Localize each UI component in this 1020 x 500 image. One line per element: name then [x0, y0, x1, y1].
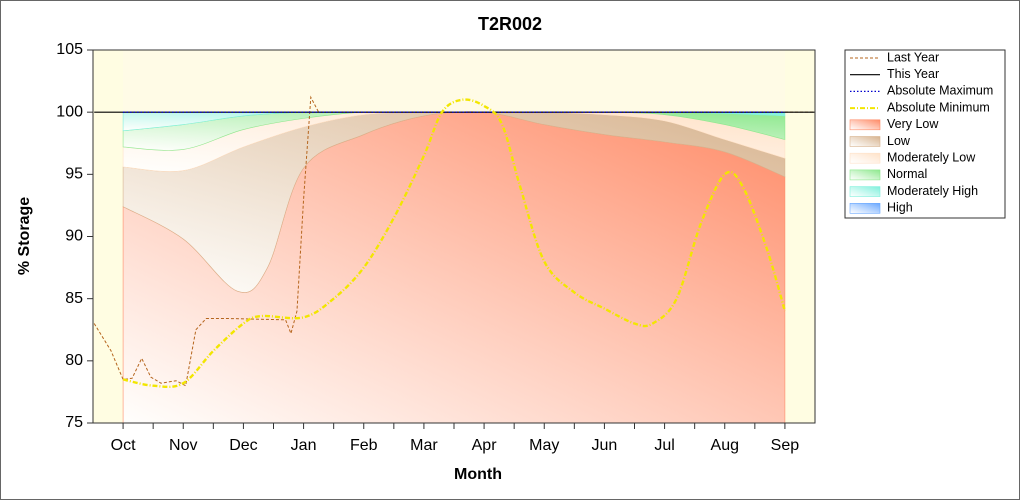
series-line [122, 98, 787, 389]
x-tick-label: Sep [771, 437, 800, 454]
legend-label: High [887, 201, 913, 215]
y-axis-label: % Storage [16, 197, 33, 275]
legend-label: Normal [887, 167, 927, 181]
legend-label: Last Year [887, 50, 939, 64]
legend-symbol [849, 169, 881, 181]
y-tick-label: 100 [56, 103, 83, 120]
x-tick-label: Oct [111, 437, 136, 454]
legend-label: Moderately High [887, 184, 978, 198]
y-tick-label: 80 [65, 352, 83, 369]
legend-label: Very Low [887, 117, 939, 131]
y-tick-label: 105 [56, 41, 83, 58]
y-tick-label: 85 [65, 290, 83, 307]
x-tick-label: Apr [472, 437, 498, 454]
legend-symbol [849, 186, 881, 197]
x-tick-label: Jun [592, 437, 618, 454]
legend-label: Low [887, 134, 911, 148]
legend-symbol [849, 152, 881, 164]
chart-title: T2R002 [478, 14, 542, 34]
legend-symbol [849, 136, 881, 147]
y-tick-label: 90 [65, 228, 83, 245]
plot-edge [784, 50, 815, 423]
x-tick-label: Feb [350, 437, 378, 454]
x-tick-label: May [529, 437, 559, 454]
legend-label: Absolute Minimum [887, 100, 990, 114]
x-tick-label: Nov [169, 437, 197, 454]
x-tick-label: Jan [291, 437, 317, 454]
x-tick-label: Dec [229, 437, 257, 454]
x-axis-label: Month [454, 466, 502, 483]
series-line [93, 95, 815, 387]
y-tick-label: 75 [65, 414, 83, 431]
legend-label: Moderately Low [887, 150, 976, 164]
y-tick-label: 95 [65, 166, 83, 183]
legend-symbol [849, 203, 881, 214]
plot-border [92, 49, 816, 424]
x-tick-label: Aug [711, 437, 739, 454]
plot-area: 75 80 85 90 95 100 105 Oct Nov Dec Jan Feb Mar Apr May… [56, 41, 816, 454]
legend: Last Year This Year Absolute Maximum Absolu… [844, 49, 1006, 219]
x-tick-label: Jul [654, 437, 674, 454]
plot-edge [93, 50, 124, 423]
legend-label: Absolute Maximum [887, 84, 993, 98]
x-tick-label: Mar [410, 437, 438, 454]
legend-label: This Year [887, 67, 939, 81]
legend-symbol [849, 119, 881, 131]
